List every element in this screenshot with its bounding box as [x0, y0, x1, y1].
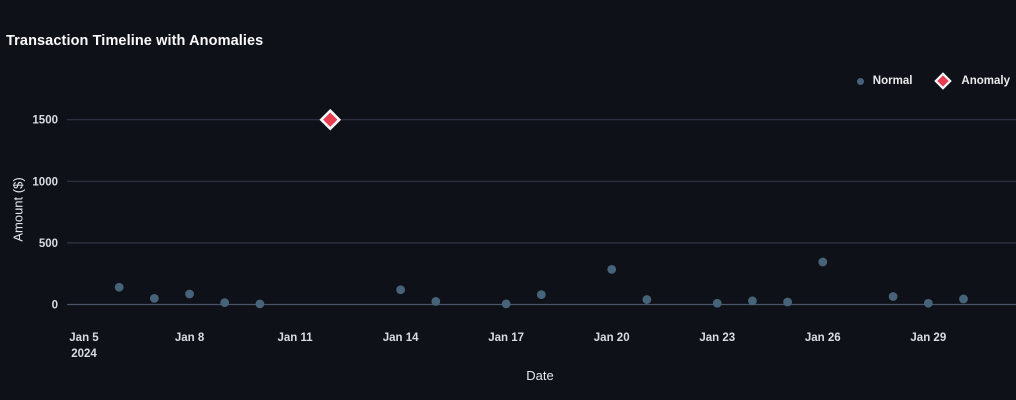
normal-point[interactable]	[959, 294, 968, 304]
x-tick-label: Jan 29	[910, 332, 946, 344]
y-tick-label: 0	[52, 300, 58, 312]
normal-point[interactable]	[220, 298, 230, 308]
normal-point[interactable]	[642, 295, 652, 304]
x-tick-label: Jan 8	[175, 332, 205, 344]
x-tick-label: Jan 5	[69, 332, 99, 344]
y-tick-label: 500	[39, 238, 58, 250]
chart-title: Transaction Timeline with Anomalies	[6, 33, 264, 49]
normal-point[interactable]	[712, 298, 722, 308]
anomaly-marker-icon	[934, 72, 953, 90]
normal-point[interactable]	[783, 297, 792, 307]
y-tick-label: 1500	[32, 115, 58, 127]
normal-point[interactable]	[255, 299, 265, 309]
normal-point[interactable]	[818, 257, 828, 267]
x-tick-label: Jan 23	[699, 332, 735, 344]
x-tick-label: Jan 26	[805, 332, 841, 344]
normal-point[interactable]	[185, 289, 194, 299]
y-tick-label: 1000	[32, 176, 58, 188]
anomaly-point[interactable]	[319, 108, 342, 131]
legend-label-normal: Normal	[872, 75, 913, 87]
x-tick-sublabel: 2024	[71, 348, 97, 360]
x-tick-label: Jan 17	[488, 332, 524, 344]
normal-point[interactable]	[748, 296, 757, 306]
legend-label-anomaly: Anomaly	[961, 75, 1010, 87]
x-tick-label: Jan 11	[277, 332, 313, 344]
normal-marker-icon	[856, 77, 864, 85]
legend-item-anomaly[interactable]: Anomaly	[934, 72, 1010, 90]
normal-point[interactable]	[431, 297, 441, 306]
x-axis-title: Date	[526, 368, 554, 383]
normal-point[interactable]	[396, 285, 406, 295]
normal-point[interactable]	[501, 299, 511, 309]
normal-point[interactable]	[114, 282, 124, 292]
normal-point[interactable]	[149, 293, 159, 303]
normal-point[interactable]	[888, 292, 898, 301]
normal-point[interactable]	[607, 264, 617, 274]
normal-point[interactable]	[923, 298, 933, 308]
legend: Normal Anomaly	[856, 72, 1010, 90]
x-tick-label: Jan 20	[594, 332, 630, 344]
x-tick-label: Jan 14	[383, 332, 419, 344]
normal-point[interactable]	[536, 290, 546, 300]
legend-item-normal[interactable]: Normal	[856, 75, 913, 87]
